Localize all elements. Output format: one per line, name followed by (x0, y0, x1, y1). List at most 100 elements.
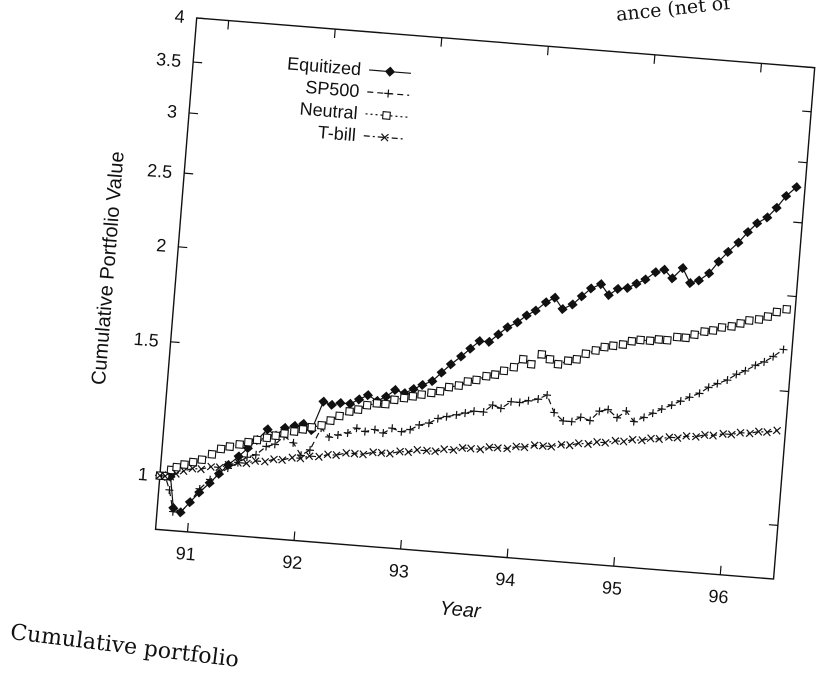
data-point-neutral (490, 370, 500, 380)
data-point-sp500 (648, 409, 657, 418)
data-point-equitized (474, 336, 485, 347)
data-point-tbill (727, 430, 736, 439)
x-axis-title: Year (439, 597, 483, 622)
data-point-sp500 (262, 442, 271, 451)
data-point-sp500 (657, 404, 666, 414)
legend-label-tbill: T-bill (317, 122, 356, 145)
data-point-sp500 (695, 389, 704, 398)
data-point-tbill (296, 454, 305, 463)
data-point-sp500 (769, 352, 778, 361)
data-point-tbill (538, 441, 548, 451)
data-point-sp500 (165, 485, 174, 495)
data-point-sp500 (352, 424, 361, 433)
data-point-equitized (427, 376, 438, 387)
data-point-neutral (243, 437, 253, 447)
data-point-sp500 (479, 407, 488, 417)
data-point-tbill (691, 432, 701, 441)
data-point-neutral (326, 416, 335, 426)
data-point-equitized (603, 289, 614, 301)
data-point-sp500 (496, 404, 505, 413)
data-point-neutral (399, 393, 409, 403)
data-point-sp500 (515, 398, 524, 407)
data-point-sp500 (576, 413, 585, 422)
data-point-sp500 (370, 425, 379, 434)
data-point-neutral (608, 341, 618, 351)
data-point-tbill (323, 450, 332, 459)
data-point-tbill (762, 428, 772, 437)
y-tick-right (768, 524, 778, 526)
data-point-equitized (612, 283, 623, 294)
data-point-neutral (252, 435, 262, 445)
x-tick-top (760, 63, 763, 73)
data-point-neutral (444, 382, 454, 392)
data-point-sp500 (704, 383, 713, 392)
x-tick (293, 531, 296, 541)
data-point-tbill (511, 442, 521, 451)
series-line-tbill (159, 429, 777, 478)
data-point-sp500 (622, 406, 631, 416)
data-point-neutral (526, 359, 536, 369)
data-point-neutral (744, 315, 754, 325)
data-point-neutral (179, 460, 189, 470)
data-point-equitized (417, 379, 428, 391)
series-neutral (155, 304, 792, 481)
data-point-neutral (636, 335, 645, 345)
data-point-equitized (733, 237, 744, 248)
x-tick-label: 92 (282, 552, 304, 574)
data-point-neutral (754, 314, 764, 324)
data-point-sp500 (195, 484, 204, 494)
x-tick (400, 540, 402, 550)
series-line-neutral (159, 308, 787, 477)
data-point-tbill (171, 469, 181, 478)
data-point-tbill (754, 427, 763, 436)
x-tick-label: 96 (708, 586, 730, 608)
data-point-neutral (662, 335, 672, 345)
data-point-equitized (484, 336, 495, 347)
data-point-equitized (436, 367, 447, 378)
data-point-sp500 (567, 417, 576, 426)
y-tick-label: 3.5 (155, 49, 182, 71)
data-point-tbill (503, 444, 512, 453)
data-point-equitized (549, 292, 560, 303)
data-point-neutral (188, 457, 198, 467)
data-point-sp500 (732, 370, 741, 379)
data-point-sp500 (333, 430, 342, 440)
data-point-tbill (206, 462, 216, 471)
data-point-tbill (646, 434, 655, 443)
data-point-tbill (466, 444, 476, 453)
y-tick-right (798, 161, 808, 164)
data-point-sp500 (559, 416, 568, 425)
data-point-equitized (512, 317, 523, 328)
data-point-tbill (476, 445, 485, 454)
page: ance (net of Cumulative portfolio 1 1.5 2 2… (8, 0, 816, 673)
data-point-equitized (585, 283, 597, 294)
data-point-sp500 (543, 390, 552, 400)
data-point-tbill (565, 441, 574, 450)
data-point-sp500 (406, 425, 415, 434)
data-point-equitized (722, 246, 734, 257)
y-tick-label: 3 (166, 101, 178, 122)
data-point-neutral (481, 371, 491, 381)
data-point-tbill (547, 442, 556, 451)
data-point-tbill (395, 447, 405, 456)
data-point-tbill (682, 431, 691, 441)
y-tick-label: 1 (137, 464, 149, 485)
data-point-equitized (650, 267, 661, 278)
data-point-tbill (359, 450, 368, 459)
data-point-tbill (520, 443, 529, 452)
data-point-neutral (782, 304, 792, 314)
x-tick-top (227, 20, 230, 30)
data-point-sp500 (452, 410, 461, 419)
data-point-equitized (540, 297, 551, 308)
data-point-sp500 (469, 407, 478, 416)
data-point-equitized (762, 212, 773, 223)
data-point-sp500 (534, 395, 543, 404)
data-point-neutral (197, 455, 207, 465)
data-point-equitized (456, 351, 467, 362)
data-point-tbill (449, 445, 458, 455)
x-tick-top (653, 54, 656, 64)
data-point-tbill (709, 431, 718, 440)
data-point-neutral (435, 386, 445, 396)
data-point-neutral (736, 318, 745, 328)
